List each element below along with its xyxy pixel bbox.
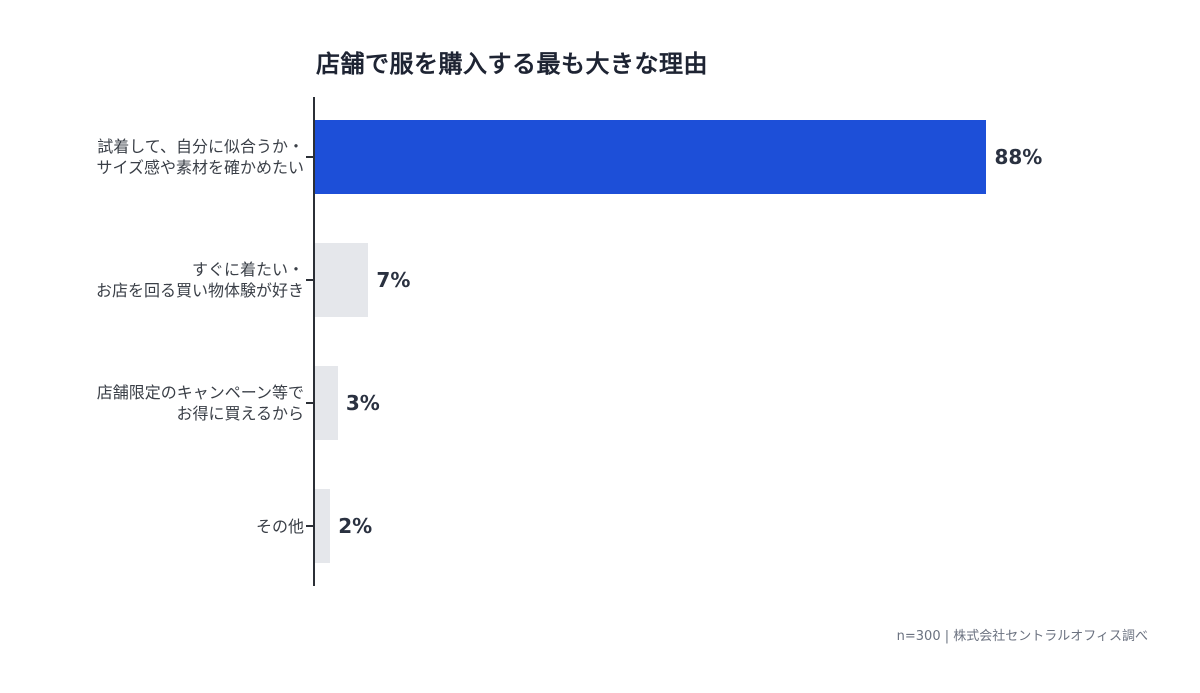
category-label-line1: すぐに着たい・ bbox=[191, 260, 304, 279]
bar bbox=[315, 243, 369, 317]
category-label: 試着して、自分に似合うか・ サイズ感や素材を確かめたい bbox=[96, 120, 304, 194]
bar bbox=[315, 366, 338, 440]
bar bbox=[315, 120, 987, 194]
axis-tick bbox=[306, 525, 314, 527]
bar-row: 試着して、自分に似合うか・ サイズ感や素材を確かめたい 88% bbox=[0, 120, 1200, 194]
category-label-line2: サイズ感や素材を確かめたい bbox=[96, 158, 304, 177]
category-label-line2: お店を回る買い物体験が好き bbox=[95, 281, 304, 300]
value-label: 7% bbox=[376, 268, 411, 292]
category-label-line1: その他 bbox=[255, 516, 304, 536]
category-label: すぐに着たい・ お店を回る買い物体験が好き bbox=[96, 243, 304, 317]
y-axis-line bbox=[313, 97, 315, 586]
axis-tick bbox=[306, 402, 314, 404]
bar bbox=[315, 489, 331, 563]
bar-row: 店舗限定のキャンペーン等で お得に買えるから 3% bbox=[0, 366, 1200, 440]
category-label: 店舗限定のキャンペーン等で お得に買えるから bbox=[97, 366, 304, 440]
bar-row: その他 2% bbox=[0, 489, 1200, 563]
value-label: 3% bbox=[345, 391, 380, 415]
axis-tick bbox=[306, 156, 314, 158]
source-note: n=300 | 株式会社セントラルオフィス調べ bbox=[896, 629, 1148, 644]
category-label-line2: お得に買えるから bbox=[176, 404, 304, 423]
value-label: 2% bbox=[338, 514, 373, 538]
category-label-line1: 試着して、自分に似合うか・ bbox=[97, 137, 304, 156]
chart-title: 店舗で服を購入する最も大きな理由 bbox=[316, 50, 708, 78]
category-label: その他 bbox=[256, 489, 304, 563]
bar-row: すぐに着たい・ お店を回る買い物体験が好き 7% bbox=[0, 243, 1200, 317]
category-label-line1: 店舗限定のキャンペーン等で bbox=[96, 383, 304, 402]
axis-tick bbox=[306, 279, 314, 281]
value-label: 88% bbox=[994, 145, 1043, 169]
